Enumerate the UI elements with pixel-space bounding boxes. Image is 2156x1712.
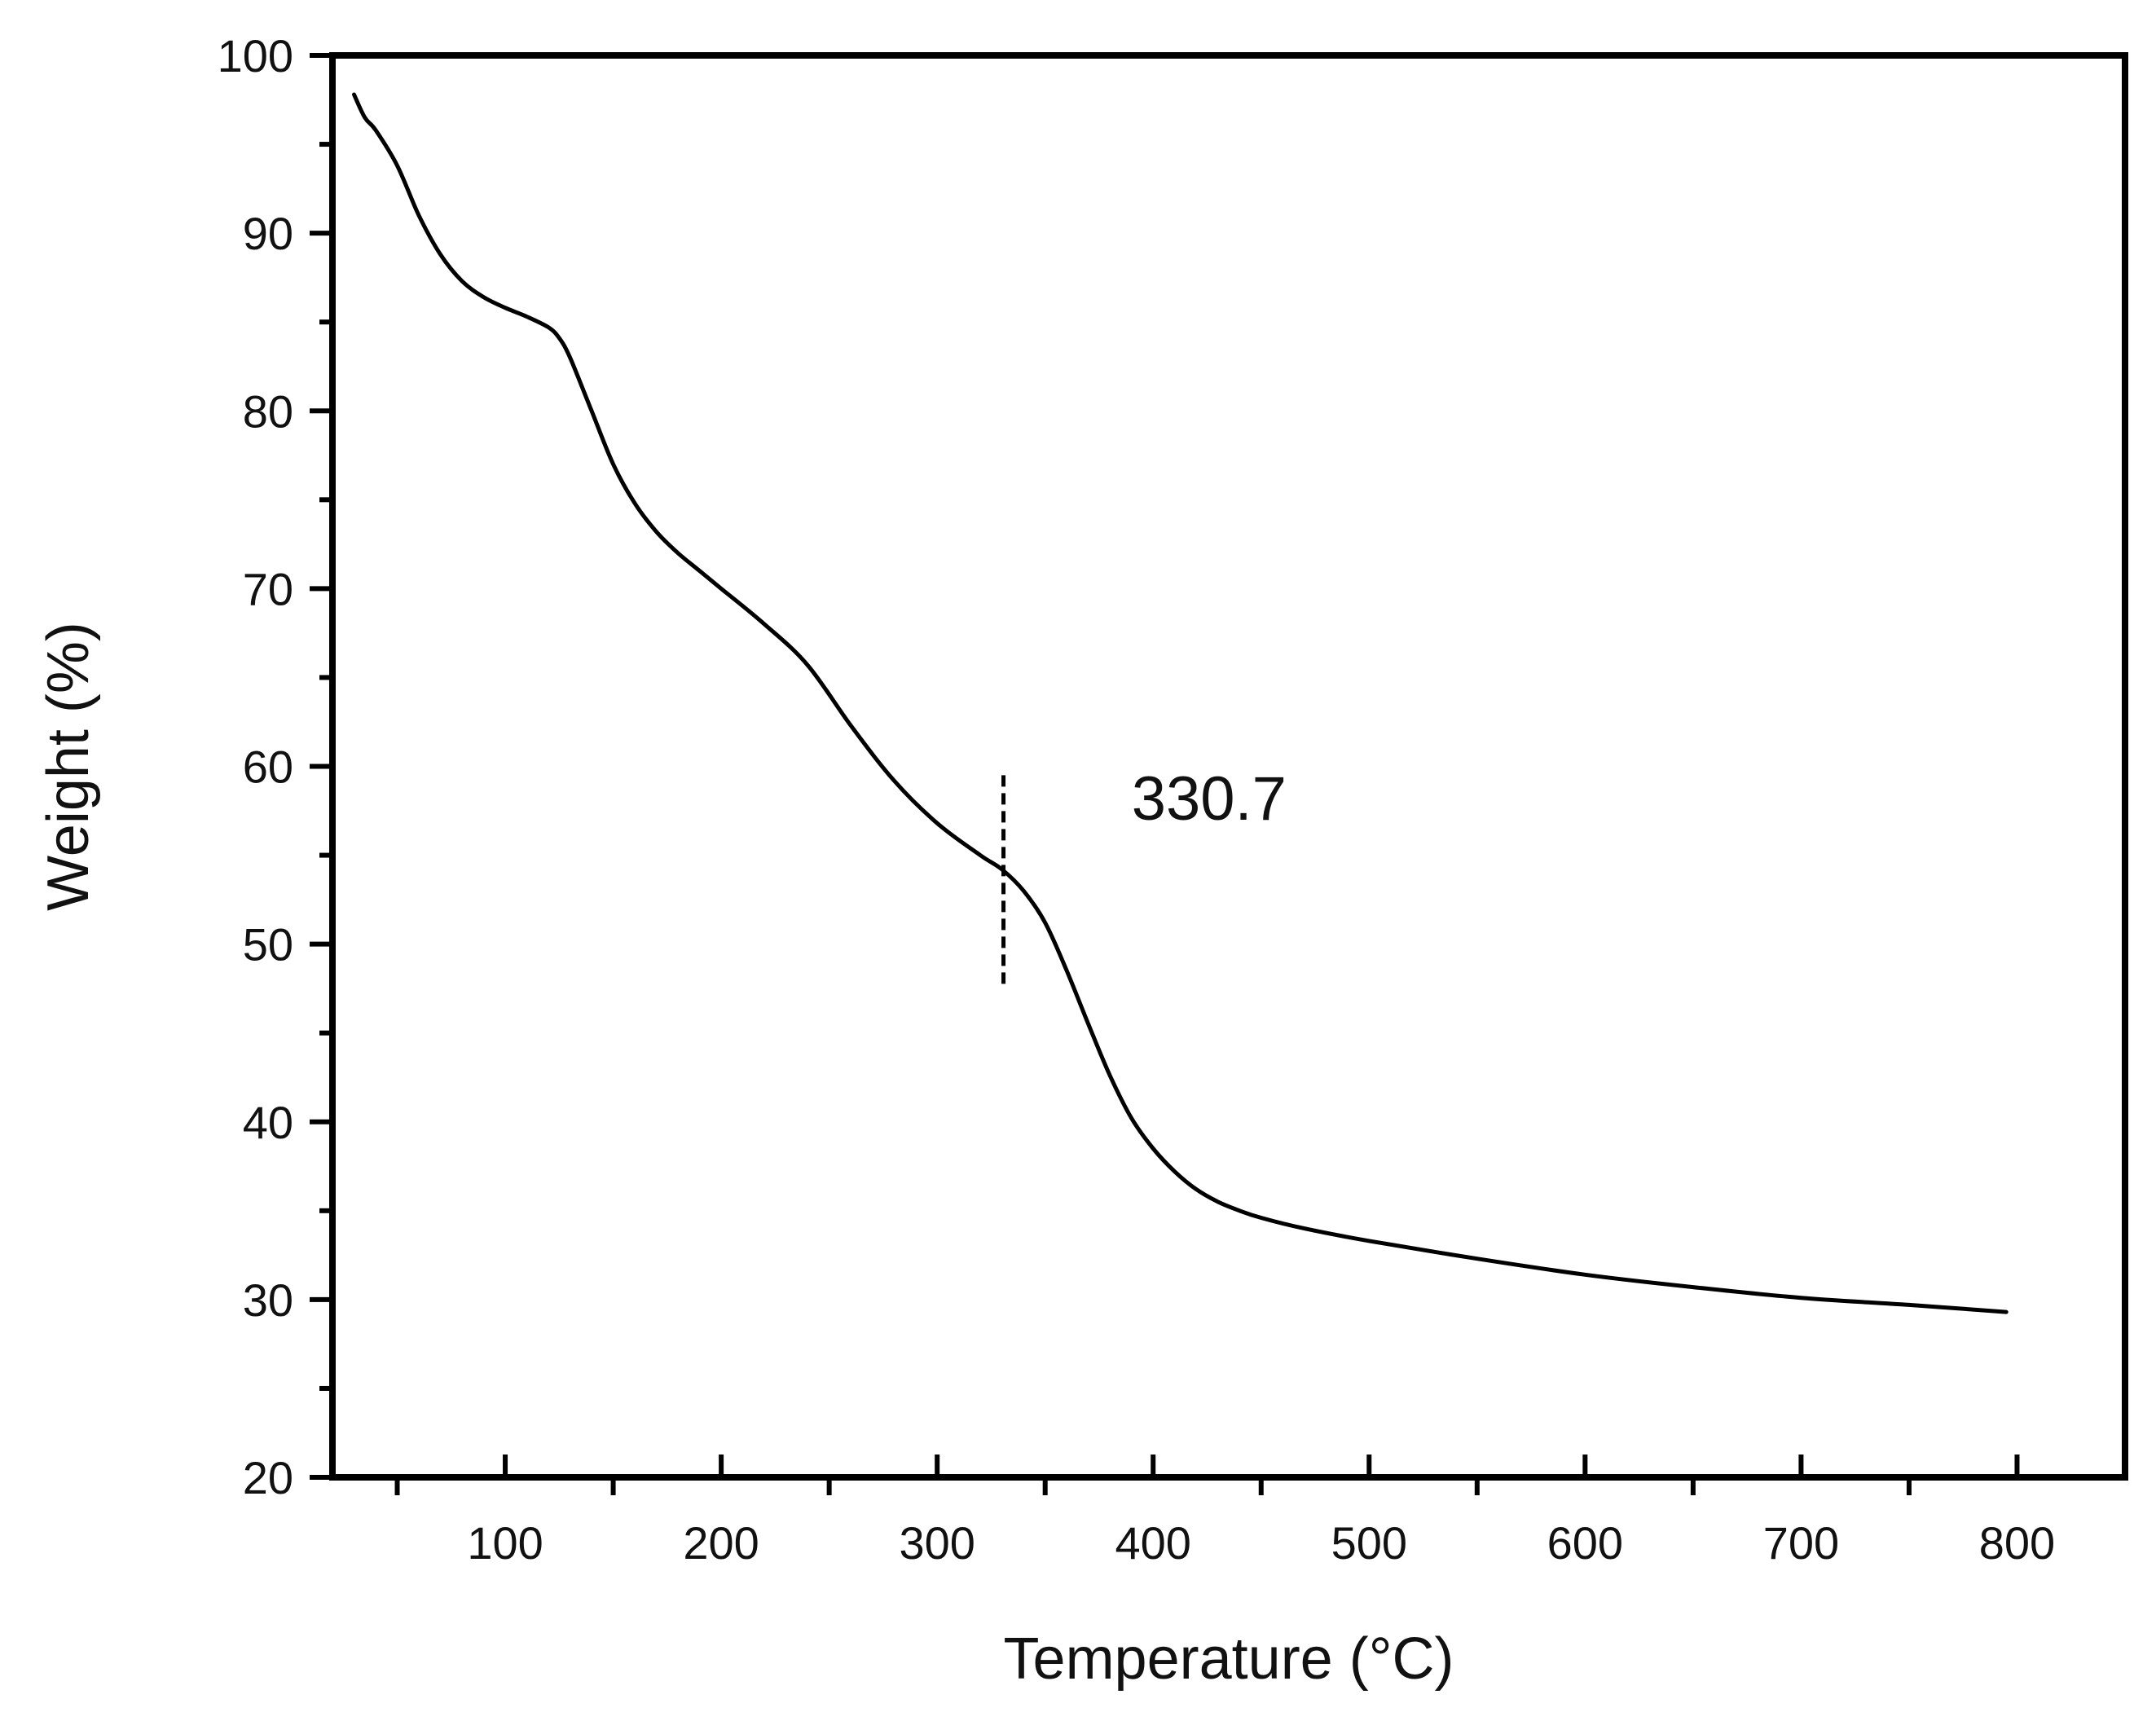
y-tick-label-30: 30 [243, 1274, 293, 1326]
x-tick-label-300: 300 [899, 1517, 975, 1569]
x-tick-label-600: 600 [1547, 1517, 1623, 1569]
x-axis-title: Temperature (°C) [1004, 1626, 1454, 1692]
y-axis-title: Weight (%) [36, 622, 101, 911]
minor-ticks [319, 142, 1912, 1495]
annotation-label-0: 330.7 [1132, 764, 1287, 834]
y-tick-label-40: 40 [243, 1097, 293, 1148]
x-tick-label-700: 700 [1763, 1517, 1839, 1569]
x-tick-labels: 100 200 300 400 500 600 700 800 [467, 1517, 2055, 1569]
series-layer [352, 92, 2009, 1314]
annotation-layer: 330.7 [1001, 764, 1287, 989]
x-tick-label-200: 200 [683, 1517, 759, 1569]
x-tick-label-400: 400 [1115, 1517, 1191, 1569]
y-tick-label-80: 80 [243, 385, 293, 437]
y-tick-label-50: 50 [243, 919, 293, 970]
x-tick-label-500: 500 [1331, 1517, 1407, 1569]
y-tick-label-70: 70 [243, 563, 293, 614]
y-tick-labels: 20 30 40 50 60 70 80 90 100 [218, 30, 293, 1503]
y-tick-label-60: 60 [243, 742, 293, 793]
y-tick-label-20: 20 [243, 1452, 293, 1503]
series-line-0 [352, 92, 2009, 1314]
major-ticks [310, 53, 2020, 1480]
x-tick-label-100: 100 [467, 1517, 543, 1569]
y-tick-label-100: 100 [218, 30, 293, 81]
x-tick-label-800: 800 [1979, 1517, 2055, 1569]
y-tick-label-90: 90 [243, 208, 293, 259]
